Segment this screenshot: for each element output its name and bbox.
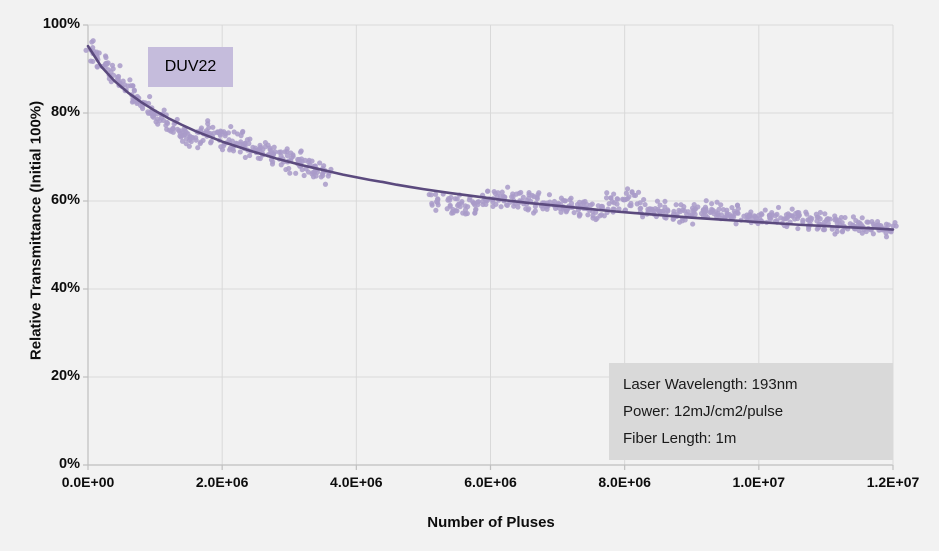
y-tick-label: 80% [50, 104, 80, 120]
axis-tick-marks [83, 24, 894, 470]
y-axis-tick-labels: 0% 20% 40% 60% 80% 100% [16, 0, 80, 551]
trend-line [86, 44, 895, 231]
x-tick-label: 6.0E+06 [464, 474, 517, 490]
x-tick-label: 0.0E+00 [61, 474, 115, 490]
x-axis-title: Number of Pluses [427, 514, 555, 531]
x-tick-label: 2.0E+06 [195, 474, 249, 490]
y-tick-label: 20% [50, 368, 80, 384]
x-tick-label: 8.0E+06 [598, 474, 651, 490]
series-badge-label: DUV22 [164, 58, 217, 75]
x-tick-label: 4.0E+06 [330, 474, 383, 490]
experiment-info-box: Laser Wavelength: 193nm Power: 12mJ/cm2/… [609, 363, 893, 460]
y-tick-label: 100% [42, 16, 80, 32]
x-tick-label: 1.2E+07 [866, 474, 920, 490]
info-fiber-length: Fiber Length: 1m [623, 430, 737, 447]
info-laser-wavelength: Laser Wavelength: 193nm [623, 376, 798, 393]
y-tick-label: 60% [50, 192, 80, 208]
info-power: Power: 12mJ/cm2/pulse [623, 403, 784, 420]
y-tick-label: 40% [50, 280, 80, 296]
series-badge-duv22: DUV22 [148, 47, 233, 87]
x-tick-label: 1.0E+07 [732, 474, 786, 490]
y-tick-label: 0% [59, 456, 80, 472]
